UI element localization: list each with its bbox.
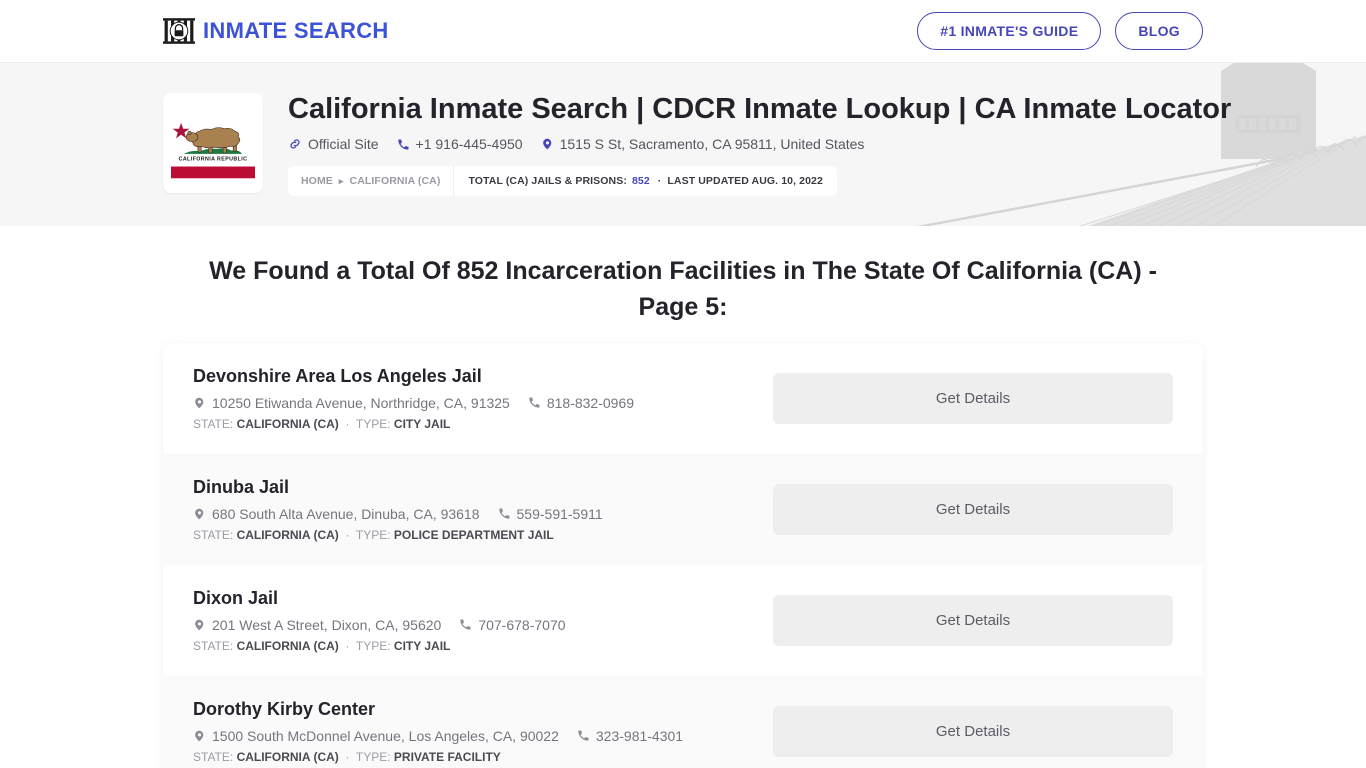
svg-text:CALIFORNIA REPUBLIC: CALIFORNIA REPUBLIC: [179, 157, 248, 163]
